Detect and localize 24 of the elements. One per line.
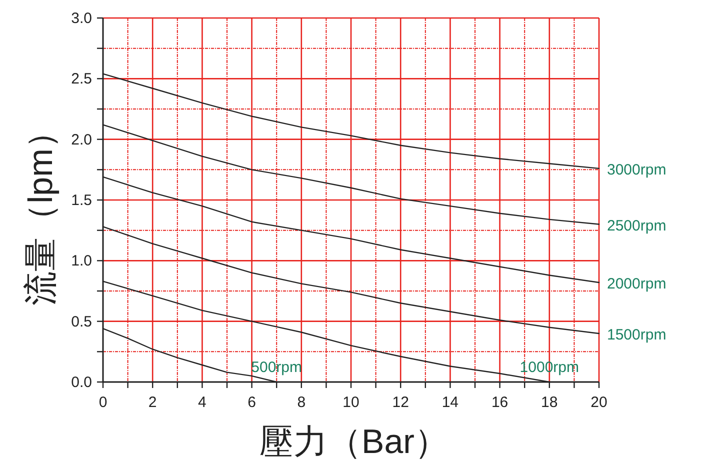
y-tick-label: 1.5 [71,192,92,209]
y-tick-label: 2.5 [71,70,92,88]
x-tick-label: 2 [148,394,157,411]
y-axis-title: 流量（lpm） [22,114,60,306]
series-label: 3000rpm [607,161,666,178]
x-axis-title: 壓力（Bar） [260,423,448,461]
series-label: 2000rpm [607,276,666,293]
y-tick-label: 3.0 [71,10,92,27]
y-tick-label: 0.5 [71,313,92,330]
x-tick-label: 4 [198,394,206,411]
y-tick-label: 1.0 [71,252,92,270]
y-tick-label: 0.0 [71,374,92,391]
y-tick-label: 2.0 [71,131,92,148]
series-label: 1500rpm [607,326,666,344]
x-tick-label: 6 [248,394,256,411]
x-tick-label: 18 [541,394,558,411]
x-tick-label: 10 [342,394,360,411]
x-tick-label: 20 [590,394,608,411]
x-tick-label: 16 [491,394,508,411]
x-tick-label: 0 [98,394,108,411]
series-label: 2500rpm [607,217,666,234]
x-tick-label: 8 [297,394,306,411]
x-tick-label: 14 [442,394,459,411]
x-tick-label: 12 [392,394,409,411]
